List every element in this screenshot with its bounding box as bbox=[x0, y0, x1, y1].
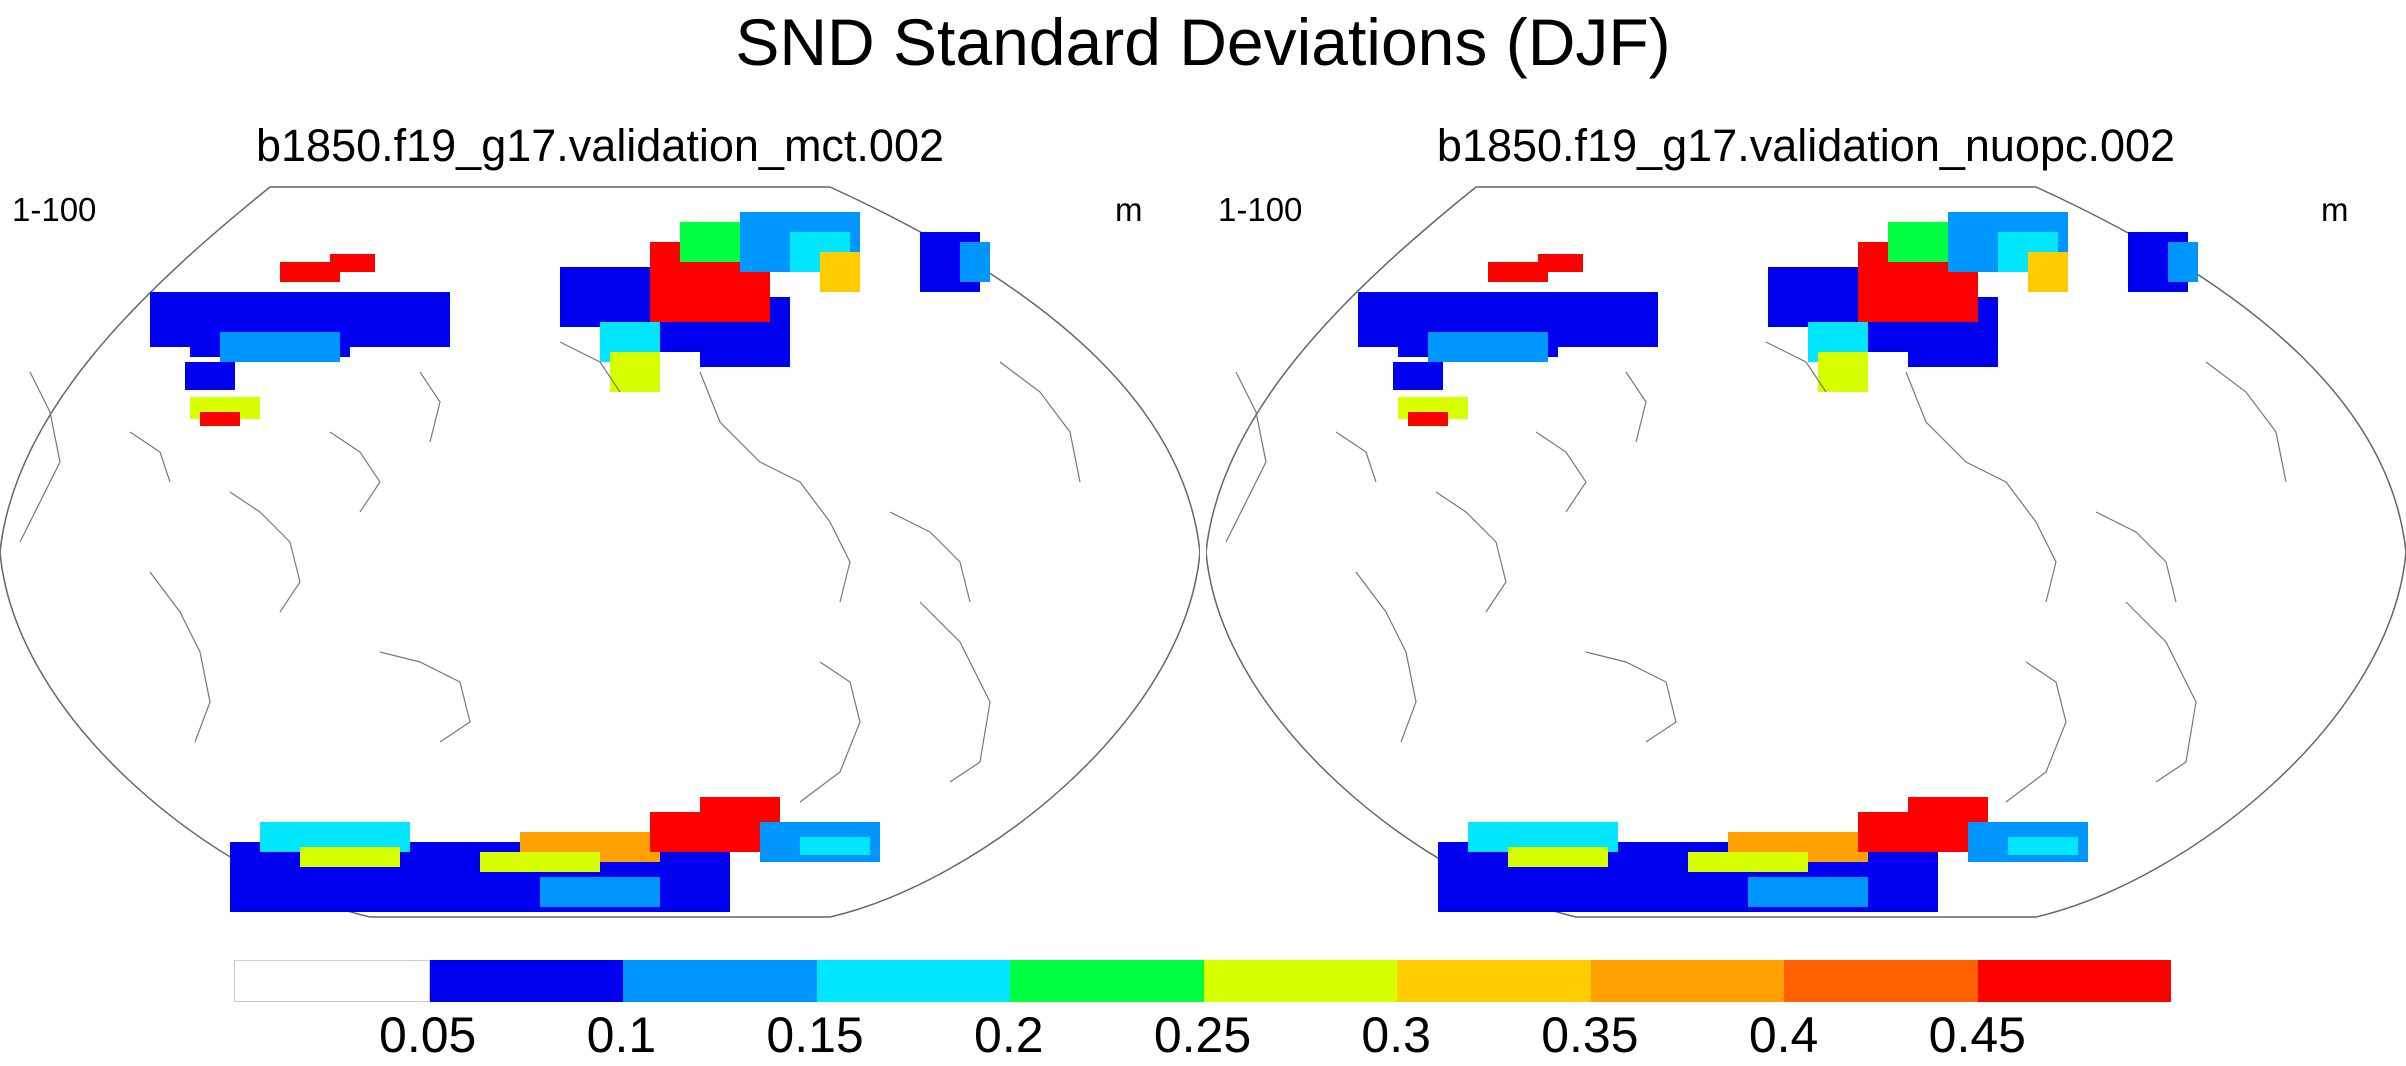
snow-depth-cell bbox=[280, 262, 340, 282]
snow-depth-cell bbox=[540, 877, 660, 907]
snow-depth-cell bbox=[330, 254, 375, 272]
snow-depth-cell bbox=[1748, 877, 1868, 907]
snow-depth-cell bbox=[1428, 332, 1548, 362]
colorbar bbox=[234, 960, 2171, 1002]
coastline bbox=[19, 371, 61, 543]
colorbar-swatch bbox=[1977, 960, 2171, 1002]
coastline bbox=[889, 511, 971, 603]
colorbar-tick-label: 0.45 bbox=[1928, 1007, 2026, 1063]
coastline bbox=[1335, 431, 1377, 483]
coastline bbox=[1435, 491, 1507, 613]
snow-depth-cell bbox=[1488, 262, 1548, 282]
right-panel-range-label: 1-100 bbox=[1218, 191, 1303, 228]
coastline bbox=[2125, 601, 2197, 783]
coastline bbox=[2205, 361, 2287, 483]
snow-depth-cell bbox=[2008, 837, 2078, 855]
coastline bbox=[1625, 371, 1647, 443]
snow-depth-cell bbox=[610, 352, 660, 392]
snow-depth-cell bbox=[700, 322, 790, 367]
snow-depth-cell bbox=[1408, 412, 1448, 426]
colorbar-swatch bbox=[623, 960, 817, 1002]
colorbar-swatch bbox=[1397, 960, 1591, 1002]
coastline bbox=[229, 491, 301, 613]
figure-title: SND Standard Deviations (DJF) bbox=[735, 5, 1671, 79]
map-boundary bbox=[0, 186, 1200, 918]
snow-depth-cell bbox=[2028, 252, 2068, 292]
snow-depth-cell bbox=[480, 852, 600, 872]
colorbar-swatch bbox=[234, 960, 430, 1002]
snow-depth-cell bbox=[1393, 362, 1443, 390]
colorbar-swatch bbox=[1784, 960, 1978, 1002]
snow-depth-cell bbox=[960, 242, 990, 282]
map-boundary bbox=[1206, 186, 2406, 918]
coastline bbox=[1225, 371, 1267, 543]
coastline bbox=[2095, 511, 2177, 603]
left-panel-title: b1850.f19_g17.validation_mct.002 bbox=[255, 120, 945, 171]
coastline bbox=[699, 371, 851, 603]
snow-depth-cell bbox=[1818, 352, 1868, 392]
snow-depth-cell bbox=[1508, 847, 1608, 867]
snow-depth-cell bbox=[1908, 322, 1998, 367]
snow-depth-cell bbox=[2168, 242, 2198, 282]
coastline bbox=[1905, 371, 2057, 603]
colorbar-tick-label: 0.4 bbox=[1748, 1007, 1819, 1063]
colorbar-tick-label: 0.15 bbox=[766, 1007, 864, 1063]
coastline bbox=[419, 371, 441, 443]
colorbar-tick-label: 0.3 bbox=[1361, 1007, 1431, 1063]
colorbar-labels: 0.05 0.1 0.15 0.2 0.25 0.3 0.35 0.4 0.45 bbox=[0, 1006, 2406, 1066]
coastline bbox=[999, 361, 1081, 483]
coastline bbox=[379, 651, 471, 743]
coastline bbox=[559, 341, 621, 393]
colorbar-tick-label: 0.2 bbox=[974, 1007, 1044, 1063]
coastline bbox=[1535, 431, 1587, 513]
colorbar-tick-label: 0.35 bbox=[1541, 1007, 1639, 1063]
colorbar-swatch bbox=[429, 960, 623, 1002]
coastline bbox=[1355, 571, 1417, 743]
right-map bbox=[1206, 186, 2406, 918]
snow-depth-cell bbox=[1688, 852, 1808, 872]
snow-depth-cell bbox=[800, 837, 870, 855]
colorbar-tick-label: 0.1 bbox=[586, 1007, 657, 1063]
colorbar-tick-label: 0.05 bbox=[379, 1007, 477, 1063]
snow-depth-cell bbox=[185, 362, 235, 390]
snow-depth-cell bbox=[220, 332, 340, 362]
snow-depth-cell bbox=[200, 412, 240, 426]
coastline bbox=[919, 601, 991, 783]
coastline bbox=[1585, 651, 1677, 743]
coastline bbox=[1765, 341, 1827, 393]
coastline bbox=[149, 571, 211, 743]
left-map bbox=[0, 186, 1200, 918]
snow-depth-cell bbox=[820, 252, 860, 292]
coastline bbox=[129, 431, 171, 483]
coastline bbox=[329, 431, 381, 513]
right-panel-title: b1850.f19_g17.validation_nuopc.002 bbox=[1436, 120, 2176, 171]
snow-depth-cell bbox=[300, 847, 400, 867]
coastline bbox=[799, 661, 861, 803]
colorbar-swatch bbox=[816, 960, 1010, 1002]
colorbar-swatch bbox=[1590, 960, 1784, 1002]
colorbar-tick-label: 0.25 bbox=[1153, 1007, 1252, 1063]
colorbar-swatch bbox=[1203, 960, 1397, 1002]
colorbar-swatch bbox=[1010, 960, 1204, 1002]
left-panel-units-label: m bbox=[1115, 191, 1143, 228]
coastline bbox=[2005, 661, 2067, 803]
left-panel-range-label: 1-100 bbox=[12, 191, 97, 228]
snow-depth-cell bbox=[1538, 254, 1583, 272]
right-panel-units-label: m bbox=[2321, 191, 2349, 228]
